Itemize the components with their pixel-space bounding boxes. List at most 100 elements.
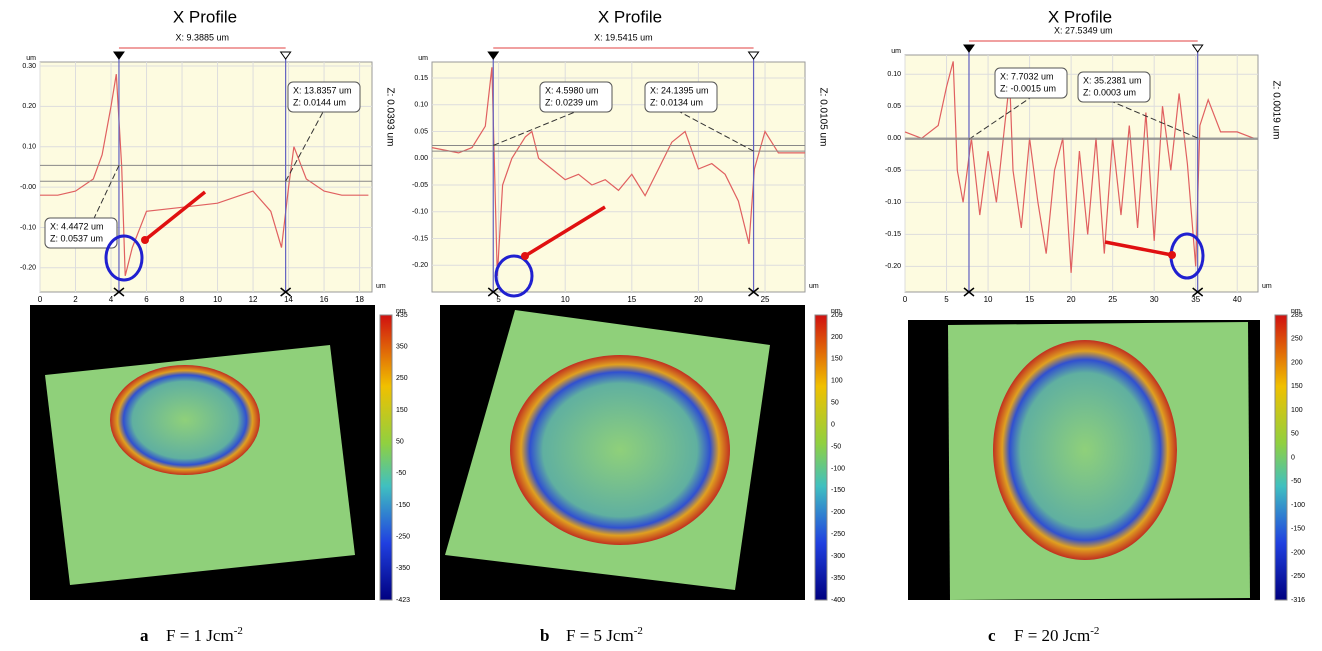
- colorbar-tick: 250: [396, 375, 408, 382]
- x-tick-label: 25: [761, 295, 770, 304]
- callout-box: [44, 217, 118, 249]
- y-tick-label: 0.05: [414, 128, 428, 135]
- y-tick-label: -0.15: [412, 235, 428, 242]
- colorbar-unit: nm: [831, 308, 841, 315]
- colorbar-tick: -300: [831, 553, 845, 560]
- cursor-marker: [747, 51, 760, 60]
- callout-line: [1112, 101, 1198, 139]
- x-unit: um: [376, 283, 386, 290]
- colorbar-tick: -316: [1291, 597, 1305, 604]
- afm-crater: [510, 355, 730, 545]
- y-tick-label: -0.10: [885, 199, 901, 206]
- cursor-bottom: [487, 287, 499, 297]
- colorbar-tick: 100: [831, 378, 843, 385]
- y-tick-label: 0.05: [887, 103, 901, 110]
- caption-sup: -2: [234, 625, 243, 637]
- cursor-bottom: [280, 287, 292, 297]
- x-unit: um: [809, 283, 819, 290]
- y-tick-label: -0.00: [20, 184, 36, 191]
- x-tick-label: 20: [1067, 295, 1076, 304]
- colorbar-tick: 150: [396, 407, 408, 414]
- y-tick-label: 0.00: [414, 155, 428, 162]
- cursor-marker: [279, 51, 292, 60]
- y-tick-label: 0.30: [22, 63, 36, 70]
- callout-line: [493, 111, 576, 146]
- red-arrow-head: [1168, 251, 1176, 259]
- side-label: Z: 0.0019 um: [1270, 81, 1281, 140]
- caption-text: F = 1 Jcm: [166, 626, 234, 645]
- colorbar: [379, 314, 393, 601]
- caption: F = 1 Jcm-2: [166, 625, 243, 645]
- colorbar-tick: -350: [831, 575, 845, 582]
- afm-crater: [110, 365, 260, 475]
- callout-x: X: 4.5980 um: [545, 85, 599, 95]
- colorbar-tick: 435: [396, 312, 408, 319]
- colorbar-unit: nm: [396, 308, 406, 315]
- y-tick-label: -0.20: [885, 263, 901, 270]
- colorbar: [1274, 314, 1288, 601]
- chart-title: X Profile: [173, 7, 237, 26]
- callout-box: [1077, 71, 1151, 103]
- colorbar-tick: 0: [1291, 454, 1295, 461]
- colorbar-tick: -150: [1291, 526, 1305, 533]
- x-tick-label: 25: [1108, 295, 1117, 304]
- caption-letter: c: [988, 626, 996, 645]
- measure-label: X: 19.5415 um: [594, 32, 653, 42]
- x-unit: um: [1262, 283, 1272, 290]
- y-unit: um: [418, 55, 428, 62]
- red-arrow-head: [141, 236, 149, 244]
- y-tick-label: -0.05: [412, 182, 428, 189]
- measure-label: X: 9.3885 um: [176, 32, 230, 42]
- callout-x: X: 24.1395 um: [650, 85, 709, 95]
- colorbar-tick: -250: [831, 531, 845, 538]
- colorbar-unit: nm: [1291, 308, 1301, 315]
- x-tick-label: 12: [249, 295, 258, 304]
- caption-letter: b: [540, 626, 549, 645]
- red-arrow: [143, 190, 207, 242]
- y-tick-label: -0.20: [412, 262, 428, 269]
- caption-letter: a: [140, 626, 149, 645]
- x-tick-label: 2: [73, 295, 78, 304]
- colorbar-tick: 250: [1291, 336, 1303, 343]
- highlight-circle: [494, 254, 534, 298]
- colorbar-tick: 50: [831, 400, 839, 407]
- callout-box: [644, 81, 718, 113]
- x-tick-label: 4: [109, 295, 114, 304]
- cursor-bottom: [748, 287, 760, 297]
- y-tick-label: 0.00: [887, 135, 901, 142]
- profile-line: [40, 74, 369, 277]
- callout-z: Z: 0.0537 um: [50, 233, 103, 243]
- x-tick-label: 10: [984, 295, 993, 304]
- colorbar-tick: -150: [831, 487, 845, 494]
- callout-box: [994, 67, 1068, 99]
- colorbar-tick: 50: [1291, 431, 1299, 438]
- colorbar-tick: 0: [831, 421, 835, 428]
- colorbar-tick: 200: [831, 334, 843, 341]
- colorbar-tick: 100: [1291, 407, 1303, 414]
- plot-area: [431, 61, 806, 293]
- callout-line: [285, 111, 324, 182]
- y-unit: um: [26, 55, 36, 62]
- y-tick-label: -0.10: [412, 209, 428, 216]
- cursor-marker: [963, 44, 975, 53]
- colorbar-tick: -250: [396, 534, 410, 541]
- x-tick-label: 20: [694, 295, 703, 304]
- highlight-circle: [104, 234, 144, 282]
- caption-sup: -2: [634, 625, 643, 637]
- caption-sup: -2: [1090, 625, 1099, 637]
- colorbar-tick: -150: [396, 502, 410, 509]
- y-tick-label: 0.10: [22, 144, 36, 151]
- cursor-bottom: [1192, 287, 1204, 297]
- x-tick-label: 5: [944, 295, 949, 304]
- side-label: Z: 0.0393 um: [384, 88, 395, 147]
- x-tick-label: 0: [38, 295, 43, 304]
- callout-x: X: 35.2381 um: [1083, 75, 1142, 85]
- colorbar-tick: 285: [1291, 312, 1303, 319]
- x-tick-label: 18: [355, 295, 364, 304]
- x-tick-label: 10: [213, 295, 222, 304]
- side-label: Z: 0.0105 um: [817, 88, 828, 147]
- caption-text: F = 5 Jcm: [566, 626, 634, 645]
- callout-z: Z: 0.0144 um: [293, 97, 346, 107]
- y-tick-label: -0.10: [20, 224, 36, 231]
- callout-x: X: 13.8357 um: [293, 85, 352, 95]
